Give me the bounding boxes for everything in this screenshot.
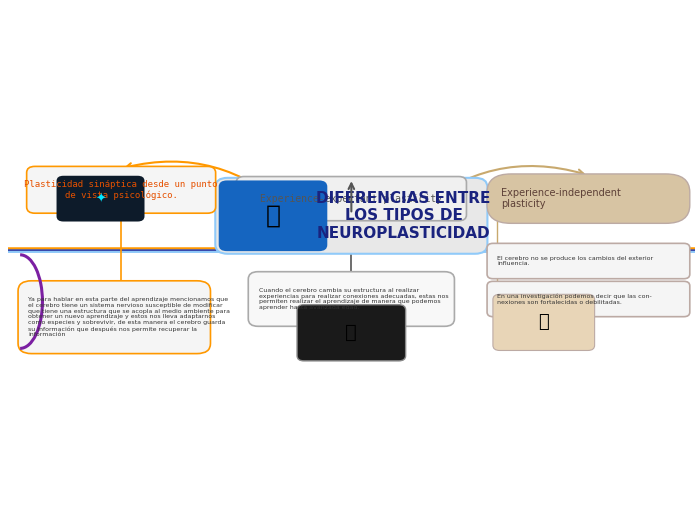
Text: 🎨: 🎨 [345, 323, 357, 342]
Text: 🧠: 🧠 [265, 204, 280, 228]
FancyBboxPatch shape [487, 174, 690, 224]
FancyBboxPatch shape [18, 281, 210, 354]
FancyBboxPatch shape [487, 281, 690, 317]
Text: Ya para hablar en esta parte del aprendizaje mencionamos que
el cerebro tiene un: Ya para hablar en esta parte del aprendi… [29, 297, 230, 337]
Text: El cerebro no se produce los cambios del exterior
influencia.: El cerebro no se produce los cambios del… [498, 256, 654, 266]
Text: 🧠: 🧠 [539, 314, 549, 331]
Text: DIFERENCIAS ENTRE
LOS TIPOS DE
NEUROPLASTICIDAD: DIFERENCIAS ENTRE LOS TIPOS DE NEUROPLAS… [317, 191, 491, 241]
Text: Cuando el cerebro cambia su estructura al realizar
experiencias para realizar co: Cuando el cerebro cambia su estructura a… [259, 288, 448, 310]
Text: Plasticidad sináptica desde un punto
de vista psicológico.: Plasticidad sináptica desde un punto de … [24, 180, 218, 200]
Text: ✦: ✦ [95, 192, 106, 205]
FancyBboxPatch shape [236, 177, 466, 221]
FancyBboxPatch shape [215, 178, 487, 254]
FancyBboxPatch shape [248, 272, 454, 327]
FancyBboxPatch shape [242, 180, 310, 219]
FancyBboxPatch shape [297, 305, 406, 361]
FancyBboxPatch shape [56, 176, 145, 222]
FancyBboxPatch shape [26, 166, 216, 213]
FancyBboxPatch shape [219, 180, 327, 251]
Text: Experience-independent
plasticity: Experience-independent plasticity [501, 188, 621, 210]
Text: Experience-expectant plasticity: Experience-expectant plasticity [260, 193, 443, 204]
Text: En una investigación podemos decir que las con-
nexiones son fortalecidas o debi: En una investigación podemos decir que l… [498, 293, 652, 305]
FancyBboxPatch shape [487, 243, 690, 279]
FancyBboxPatch shape [493, 294, 594, 350]
